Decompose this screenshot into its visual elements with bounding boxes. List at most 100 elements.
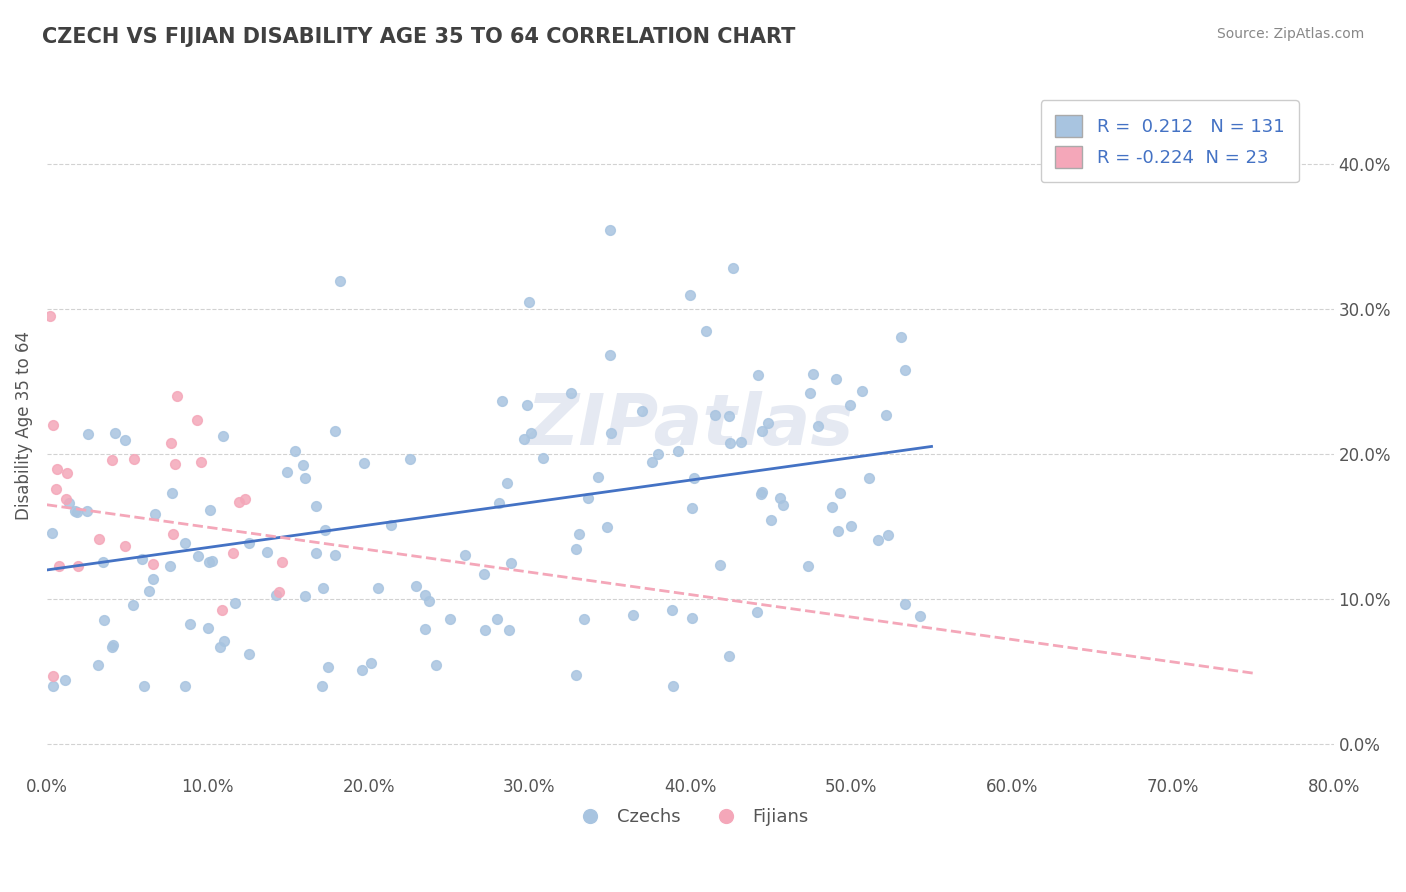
- Point: [413, 589, 436, 603]
- Point: [641, 455, 664, 469]
- Legend: Czechs, Fijians: Czechs, Fijians: [564, 801, 815, 833]
- Point: [198, 555, 221, 569]
- Point: [197, 621, 219, 635]
- Point: [574, 612, 596, 626]
- Point: [91, 555, 114, 569]
- Point: [166, 389, 188, 403]
- Point: [48, 558, 70, 573]
- Point: [474, 624, 496, 638]
- Point: [721, 260, 744, 275]
- Point: [42, 418, 65, 433]
- Point: [142, 572, 165, 586]
- Point: [519, 425, 541, 440]
- Point: [323, 549, 346, 563]
- Point: [238, 535, 260, 549]
- Point: [596, 520, 619, 534]
- Point: [201, 554, 224, 568]
- Point: [101, 640, 124, 654]
- Point: [294, 589, 316, 603]
- Point: [292, 458, 315, 472]
- Point: [55, 492, 77, 507]
- Point: [838, 398, 860, 412]
- Point: [142, 557, 165, 571]
- Point: [284, 444, 307, 458]
- Point: [498, 623, 520, 637]
- Point: [162, 526, 184, 541]
- Point: [709, 558, 731, 573]
- Point: [519, 295, 541, 310]
- Point: [294, 471, 316, 485]
- Point: [491, 394, 513, 409]
- Point: [367, 581, 389, 595]
- Point: [329, 274, 352, 288]
- Point: [695, 324, 717, 338]
- Point: [485, 612, 508, 626]
- Point: [679, 287, 702, 301]
- Point: [305, 546, 328, 560]
- Point: [66, 558, 89, 573]
- Point: [190, 455, 212, 469]
- Point: [45, 483, 67, 497]
- Point: [807, 419, 830, 434]
- Point: [143, 507, 166, 521]
- Point: [399, 452, 422, 467]
- Point: [661, 603, 683, 617]
- Point: [839, 518, 862, 533]
- Point: [662, 679, 685, 693]
- Point: [666, 443, 689, 458]
- Point: [42, 679, 65, 693]
- Point: [56, 466, 79, 480]
- Point: [825, 372, 848, 386]
- Point: [827, 524, 849, 539]
- Point: [599, 222, 621, 236]
- Point: [875, 409, 897, 423]
- Point: [323, 425, 346, 439]
- Point: [531, 450, 554, 465]
- Point: [681, 501, 703, 516]
- Point: [187, 549, 209, 563]
- Point: [821, 500, 844, 515]
- Point: [576, 491, 599, 505]
- Point: [173, 679, 195, 693]
- Point: [730, 435, 752, 450]
- Point: [516, 398, 538, 412]
- Point: [496, 475, 519, 490]
- Point: [134, 679, 156, 693]
- Point: [131, 551, 153, 566]
- Point: [238, 647, 260, 661]
- Point: [380, 518, 402, 533]
- Point: [568, 527, 591, 541]
- Point: [76, 504, 98, 518]
- Point: [77, 427, 100, 442]
- Point: [212, 633, 235, 648]
- Point: [425, 657, 447, 672]
- Point: [311, 582, 333, 596]
- Point: [138, 584, 160, 599]
- Point: [745, 605, 768, 619]
- Point: [264, 588, 287, 602]
- Text: ZIPatlas: ZIPatlas: [527, 391, 853, 459]
- Point: [114, 434, 136, 448]
- Point: [200, 503, 222, 517]
- Point: [751, 424, 773, 438]
- Point: [683, 471, 706, 485]
- Point: [749, 487, 772, 501]
- Point: [894, 597, 917, 611]
- Point: [269, 585, 291, 599]
- Point: [718, 648, 741, 663]
- Point: [305, 500, 328, 514]
- Point: [41, 526, 63, 541]
- Point: [209, 640, 232, 655]
- Point: [63, 504, 86, 518]
- Point: [681, 611, 703, 625]
- Point: [565, 541, 588, 556]
- Point: [93, 613, 115, 627]
- Point: [631, 403, 654, 417]
- Point: [160, 436, 183, 450]
- Point: [114, 539, 136, 553]
- Point: [439, 612, 461, 626]
- Point: [122, 452, 145, 467]
- Point: [122, 598, 145, 612]
- Point: [756, 417, 779, 431]
- Point: [66, 505, 89, 519]
